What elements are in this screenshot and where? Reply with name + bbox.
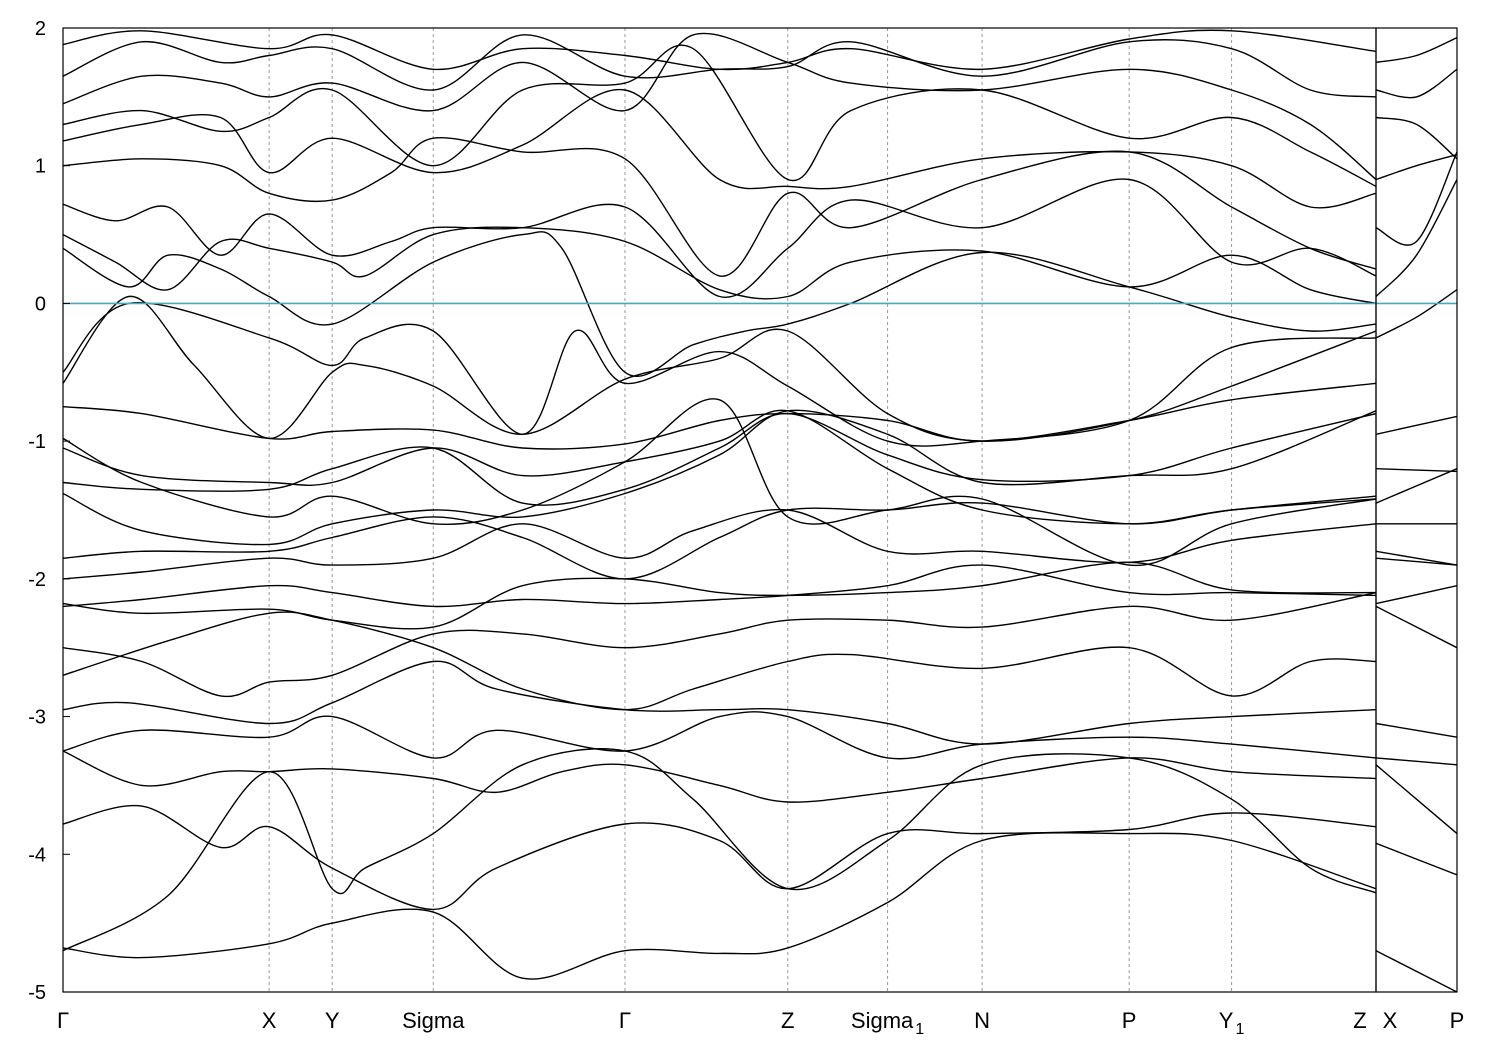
y-tick-label: 0 (35, 293, 46, 315)
x-tick-label: X (1383, 1008, 1398, 1033)
band-line (63, 591, 1376, 698)
band-line (63, 412, 1376, 506)
band-line (1376, 151, 1457, 246)
band-line (1376, 154, 1457, 181)
x-tick-label: Γ (57, 1008, 69, 1033)
band-line (63, 32, 1376, 181)
band-line (63, 29, 1376, 71)
y-tick-label: -3 (28, 707, 46, 729)
band-line (63, 495, 1376, 580)
band-line (1376, 179, 1457, 297)
band-line (1376, 764, 1457, 835)
band-line (63, 301, 1376, 447)
band-line (63, 178, 1376, 298)
band-line (63, 88, 1376, 209)
band-line (63, 44, 1376, 188)
band-line (1376, 605, 1457, 649)
band-line (63, 34, 1376, 98)
x-tick-label: P (1122, 1008, 1137, 1033)
x-tick-label: Sigma 1 (851, 1008, 924, 1038)
band-line (1376, 36, 1457, 64)
x-tick-label: Sigma (402, 1008, 465, 1033)
band-line (63, 748, 1376, 952)
band-line (63, 398, 1376, 567)
panel-bands (1376, 36, 1457, 992)
band-line (63, 660, 1376, 745)
band-line (63, 611, 1376, 711)
band-line (1376, 68, 1457, 99)
band-line (63, 804, 1376, 911)
x-tick-label: N (974, 1008, 990, 1033)
band-line (63, 564, 1376, 608)
band-line (63, 831, 1376, 980)
y-tick-label: -2 (28, 569, 46, 591)
panel-frame (1375, 27, 1458, 993)
band-line (1376, 116, 1457, 160)
band-line (1376, 468, 1457, 473)
x-tick-label: Γ (619, 1008, 631, 1033)
grid-layer (268, 28, 1233, 992)
band-line (1376, 950, 1457, 992)
band-line (63, 295, 1376, 442)
x-tick-label: Z (781, 1008, 794, 1033)
band-line (63, 136, 1376, 277)
x-tick-label: X (262, 1008, 277, 1033)
x-tick-label: P (1450, 1008, 1465, 1033)
band-layer (63, 29, 1457, 992)
y-tick-label: -1 (28, 431, 46, 453)
band-line (63, 382, 1376, 450)
frame-layer (62, 27, 1458, 993)
band-line (1376, 415, 1457, 435)
band-line (63, 226, 1376, 305)
band-line (1376, 468, 1457, 504)
band-line (1376, 757, 1457, 766)
band-line (63, 711, 1376, 760)
panel-frame (62, 27, 1377, 993)
y-tick-label: -5 (28, 982, 46, 1004)
band-line (1376, 557, 1457, 566)
x-tick-label: Z (1353, 1008, 1366, 1033)
x-tick-label: Y (325, 1008, 340, 1033)
panel-bands (63, 29, 1376, 980)
band-line (1376, 722, 1457, 738)
band-line (63, 409, 1376, 546)
band-line (1376, 842, 1457, 876)
band-line (63, 508, 1376, 580)
band-line (63, 750, 1376, 803)
band-line (63, 409, 1376, 525)
y-tick-label: -4 (28, 844, 46, 866)
y-tick-label: 1 (35, 156, 46, 178)
band-line (1376, 289, 1457, 339)
y-tick-label: 2 (35, 18, 46, 40)
band-line (1376, 585, 1457, 605)
band-line (1376, 550, 1457, 566)
band-line (63, 561, 1376, 630)
